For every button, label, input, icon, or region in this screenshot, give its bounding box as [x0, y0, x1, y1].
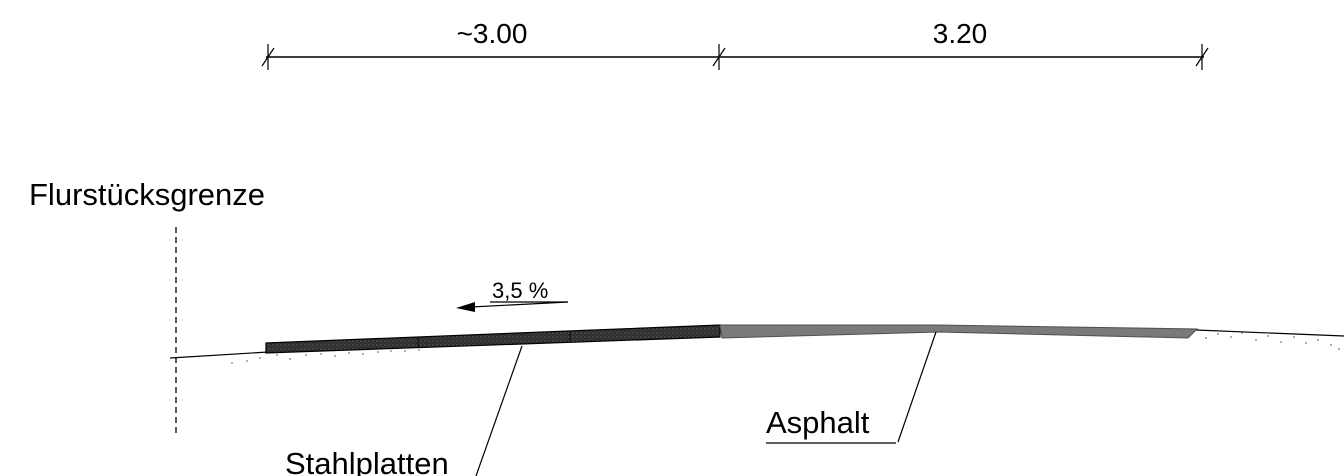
dimension-tick-right [1195, 47, 1209, 67]
right-ground-line [1195, 329, 1344, 337]
steel-plates-annotation: Stahlplatten [285, 345, 523, 476]
dimension-tick-middle [712, 47, 726, 67]
steel-plates-leader [475, 345, 523, 476]
slope-annotation: 3,5 % [456, 278, 569, 312]
slope-label: 3,5 % [492, 278, 548, 303]
dimension-group: ~3.00 3.20 [261, 18, 1209, 70]
dimension-tick-left [261, 47, 275, 67]
left-soil-dots [231, 349, 420, 364]
right-dimension-label: 3.20 [933, 18, 988, 49]
left-ground-line [169, 351, 269, 359]
asphalt-annotation: Asphalt [766, 331, 937, 444]
steel-plates [265, 324, 721, 354]
asphalt-leader [897, 331, 937, 443]
asphalt-layer [719, 324, 1199, 339]
slope-arrow-head [456, 302, 475, 312]
slope-arrow-line [470, 301, 569, 308]
ground-profile [169, 329, 1344, 364]
asphalt-label: Asphalt [766, 405, 870, 440]
boundary-label: Flurstücksgrenze [29, 177, 265, 212]
steel-plates-label: Stahlplatten [285, 446, 449, 476]
right-soil-dots [1205, 332, 1340, 350]
steel-plates-band [265, 324, 721, 354]
left-dimension-label: ~3.00 [457, 18, 528, 49]
